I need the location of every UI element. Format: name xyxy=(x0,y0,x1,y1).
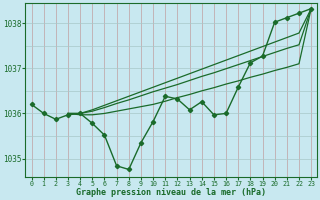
X-axis label: Graphe pression niveau de la mer (hPa): Graphe pression niveau de la mer (hPa) xyxy=(76,188,266,197)
